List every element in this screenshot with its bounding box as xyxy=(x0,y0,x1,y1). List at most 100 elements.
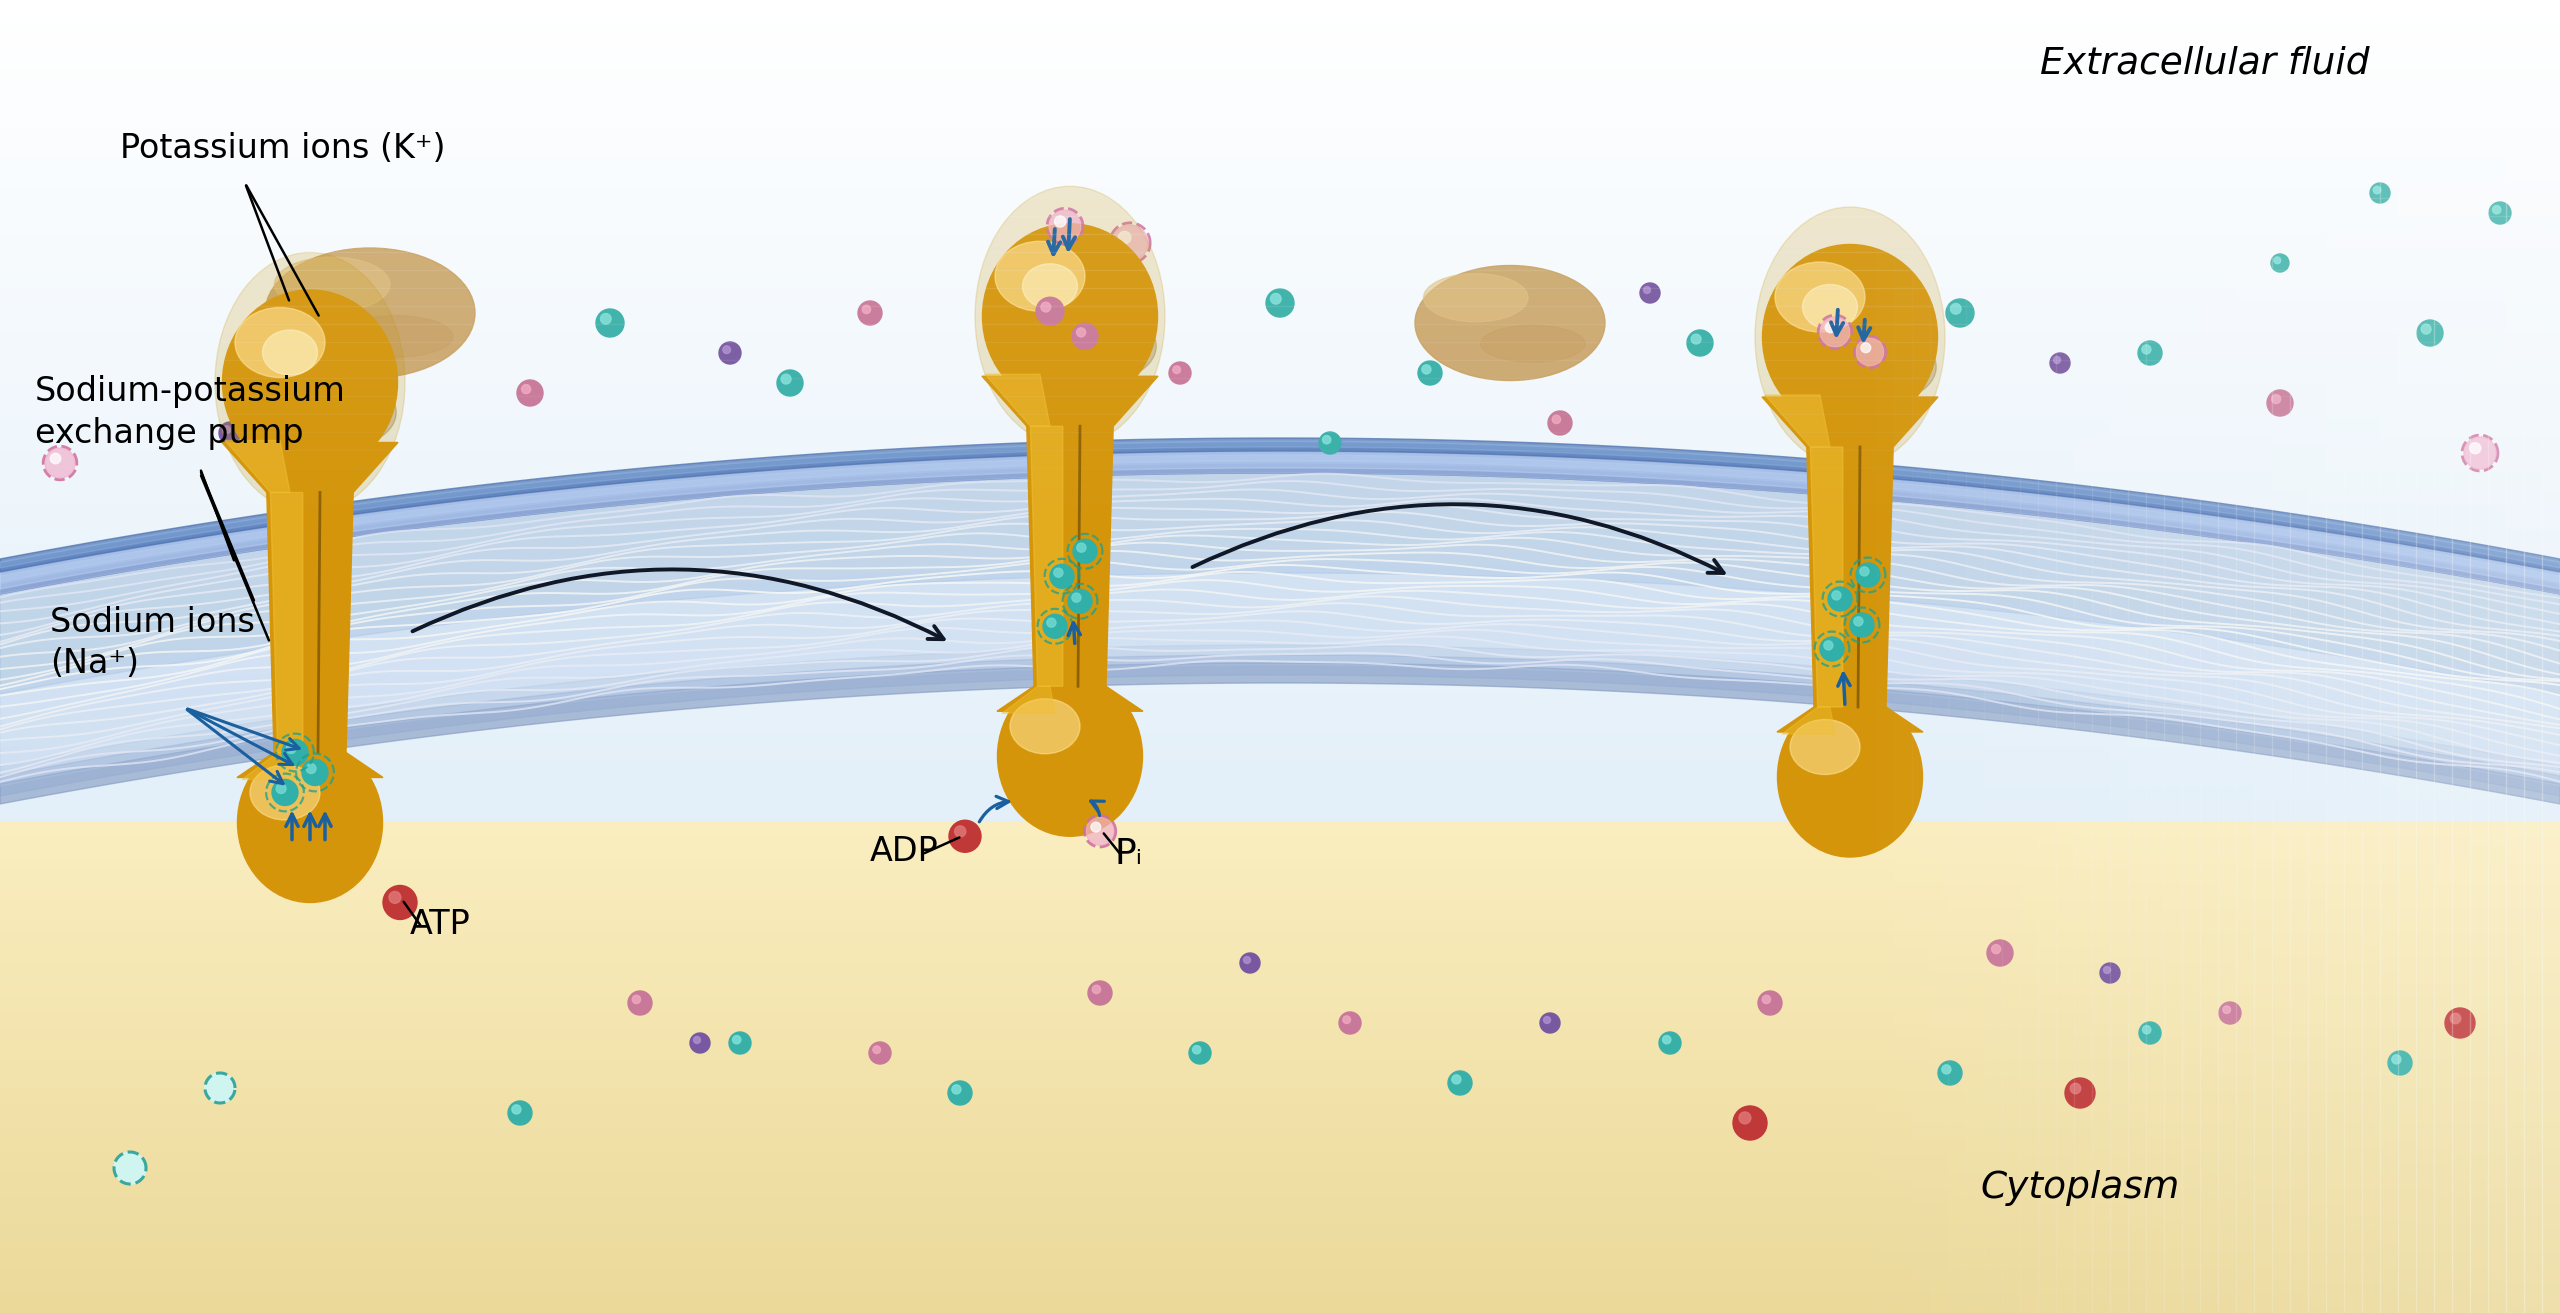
Bar xyxy=(2127,0,2145,1313)
Circle shape xyxy=(868,1043,891,1064)
Bar xyxy=(2470,0,2488,1313)
Bar xyxy=(0,850,2560,852)
Bar xyxy=(0,970,2560,978)
Bar xyxy=(0,270,2560,288)
Circle shape xyxy=(1050,565,1075,588)
Ellipse shape xyxy=(1789,720,1861,775)
Circle shape xyxy=(2417,320,2442,347)
Bar xyxy=(0,425,2560,433)
Bar xyxy=(0,907,2560,911)
Ellipse shape xyxy=(998,676,1142,836)
Circle shape xyxy=(873,1046,881,1053)
Polygon shape xyxy=(0,663,2560,804)
Circle shape xyxy=(1050,210,1080,243)
Circle shape xyxy=(2388,1050,2412,1075)
Bar xyxy=(0,859,2560,867)
Bar xyxy=(0,1082,2560,1085)
Bar xyxy=(0,1178,2560,1180)
Circle shape xyxy=(1856,337,1884,366)
Bar xyxy=(0,215,2560,223)
Circle shape xyxy=(1641,284,1659,303)
Bar xyxy=(0,169,2560,177)
Ellipse shape xyxy=(251,765,320,821)
Bar xyxy=(0,35,2560,54)
Bar xyxy=(0,327,2560,335)
Ellipse shape xyxy=(996,242,1085,311)
Ellipse shape xyxy=(1021,264,1078,309)
Bar xyxy=(0,721,2560,729)
Bar xyxy=(0,537,2560,545)
Bar xyxy=(0,550,2560,558)
Bar xyxy=(0,616,2560,624)
Polygon shape xyxy=(238,752,384,777)
Bar xyxy=(2002,0,2020,1313)
Bar xyxy=(2399,0,2417,1313)
Bar xyxy=(0,294,2560,302)
Bar xyxy=(0,1036,2560,1044)
Bar xyxy=(0,1116,2560,1120)
Bar xyxy=(0,741,2560,748)
Circle shape xyxy=(1551,415,1562,424)
Bar xyxy=(0,281,2560,289)
Bar xyxy=(1876,0,1894,1313)
Bar xyxy=(0,1069,2560,1077)
Bar xyxy=(0,952,2560,956)
Bar xyxy=(2038,0,2056,1313)
Ellipse shape xyxy=(215,252,404,512)
Circle shape xyxy=(955,826,965,838)
Bar xyxy=(0,189,2560,197)
Bar xyxy=(0,842,2560,846)
Text: Pᵢ: Pᵢ xyxy=(1116,838,1144,872)
Circle shape xyxy=(1738,1112,1751,1124)
Bar xyxy=(0,491,2560,499)
Bar xyxy=(0,923,2560,926)
Circle shape xyxy=(1339,1012,1362,1035)
Bar xyxy=(0,1226,2560,1230)
Bar xyxy=(0,977,2560,985)
Circle shape xyxy=(2138,341,2163,365)
Bar xyxy=(0,1134,2560,1142)
Bar xyxy=(0,932,2560,936)
Bar xyxy=(0,813,2560,821)
Bar xyxy=(0,1192,2560,1195)
Circle shape xyxy=(2071,1083,2081,1094)
Bar xyxy=(0,924,2560,928)
Bar xyxy=(0,655,2560,663)
Bar xyxy=(0,864,2560,867)
Bar xyxy=(0,832,2560,835)
Bar xyxy=(0,832,2560,840)
Circle shape xyxy=(1119,231,1132,244)
Circle shape xyxy=(627,991,653,1015)
Bar xyxy=(0,937,2560,940)
Text: Cytoplasm: Cytoplasm xyxy=(1979,1170,2179,1207)
Polygon shape xyxy=(0,448,2560,590)
Bar xyxy=(0,708,2560,716)
Bar xyxy=(0,1124,2560,1127)
Bar xyxy=(0,1067,2560,1070)
Bar xyxy=(0,981,2560,985)
Bar xyxy=(0,198,2560,217)
Bar xyxy=(0,1285,2560,1293)
Ellipse shape xyxy=(1011,699,1080,754)
Bar xyxy=(0,1023,2560,1031)
Ellipse shape xyxy=(238,742,381,902)
Bar xyxy=(0,72,2560,91)
Bar xyxy=(0,1280,2560,1284)
Circle shape xyxy=(694,1036,701,1044)
Ellipse shape xyxy=(248,755,371,890)
Circle shape xyxy=(220,421,241,444)
Bar xyxy=(0,1295,2560,1299)
Bar xyxy=(0,773,2560,781)
Bar xyxy=(0,1249,2560,1251)
Bar xyxy=(0,622,2560,630)
Bar xyxy=(0,1018,2560,1022)
Bar xyxy=(0,1075,2560,1083)
Bar xyxy=(0,1020,2560,1024)
Bar xyxy=(0,1184,2560,1188)
Circle shape xyxy=(1661,1036,1672,1044)
Bar xyxy=(2452,0,2470,1313)
Ellipse shape xyxy=(233,301,387,463)
Polygon shape xyxy=(0,448,2560,590)
Bar xyxy=(0,1213,2560,1221)
Bar xyxy=(0,642,2560,650)
